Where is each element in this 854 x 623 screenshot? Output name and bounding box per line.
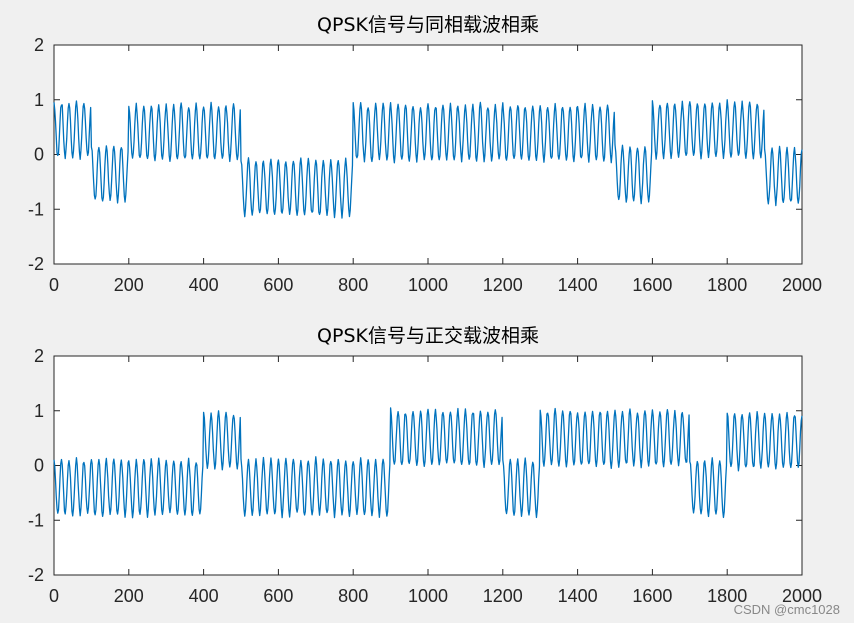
x-tick-label: 1000	[408, 275, 448, 295]
y-tick-label: -2	[28, 254, 44, 274]
x-tick-label: 1800	[707, 275, 747, 295]
x-tick-label: 0	[49, 275, 59, 295]
y-tick-label: 2	[34, 35, 44, 55]
chart-title: QPSK信号与正交载波相乘	[317, 325, 539, 347]
x-tick-label: 1400	[558, 275, 598, 295]
x-tick-label: 800	[338, 275, 368, 295]
x-tick-label: 1200	[483, 275, 523, 295]
subplot-inphase: QPSK信号与同相载波相乘 0 200 400 600 800 1000 1200 1400 16…	[28, 14, 822, 295]
x-tick-label: 800	[338, 586, 368, 606]
subplot-quadrature: QPSK信号与正交载波相乘 0 200 400 600 800 1000 1200 1400 16…	[28, 325, 822, 606]
x-tick-label: 1000	[408, 586, 448, 606]
x-tick-label: 1600	[632, 586, 672, 606]
signal-line	[53, 99, 803, 219]
axes-box	[53, 355, 803, 576]
x-tick-label: 1800	[707, 586, 747, 606]
x-tick-label: 1600	[632, 275, 672, 295]
x-tick-label: 1400	[558, 586, 598, 606]
signal-line	[53, 407, 803, 519]
watermark: CSDN @cmc1028	[733, 602, 840, 617]
y-tick-label: -2	[28, 565, 44, 585]
y-tick-label: 0	[34, 456, 44, 476]
x-tick-label: 200	[114, 586, 144, 606]
y-tick-label: 1	[34, 401, 44, 421]
x-tick-label: 400	[189, 586, 219, 606]
x-tick-label: 600	[263, 586, 293, 606]
axes-box	[53, 44, 803, 265]
x-tick-label: 400	[189, 275, 219, 295]
x-tick-label: 0	[49, 586, 59, 606]
x-tick-label: 1200	[483, 586, 523, 606]
y-tick-label: 2	[34, 346, 44, 366]
y-tick-label: 0	[34, 145, 44, 165]
chart-title: QPSK信号与同相载波相乘	[317, 14, 539, 36]
y-tick-label: -1	[28, 199, 44, 219]
y-tick-label: 1	[34, 90, 44, 110]
x-tick-label: 600	[263, 275, 293, 295]
x-tick-label: 200	[114, 275, 144, 295]
x-tick-label: 2000	[782, 275, 822, 295]
y-tick-label: -1	[28, 510, 44, 530]
x-tick-label: 2000	[782, 586, 822, 606]
